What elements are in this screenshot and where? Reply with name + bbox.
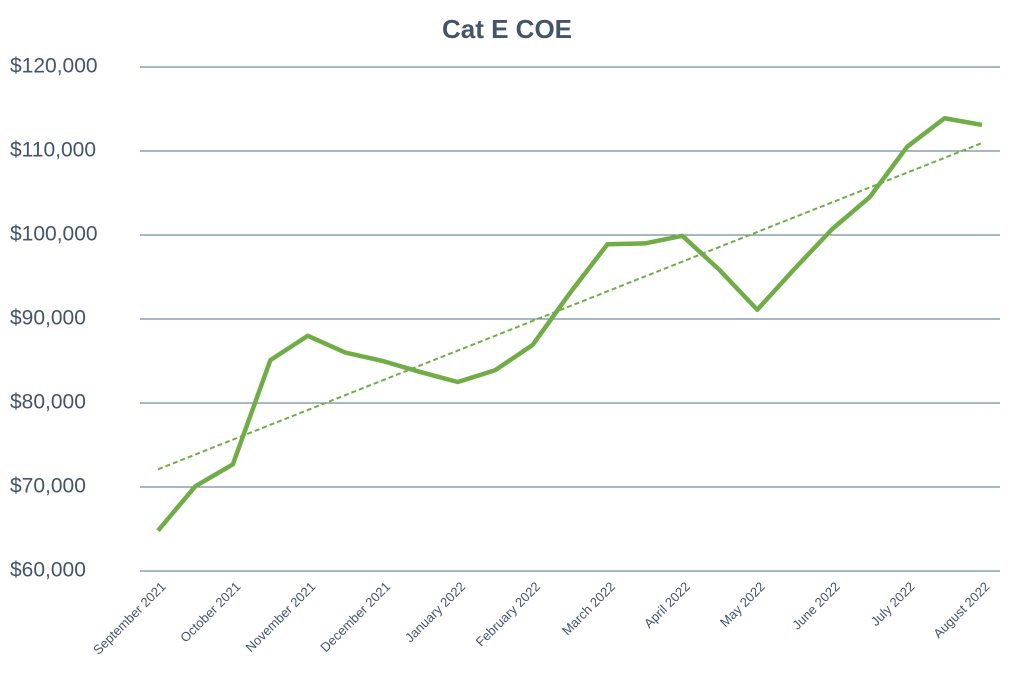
trendline [157,142,983,471]
y-tick-label: $60,000 [10,559,86,582]
x-tick-label: May 2022 [717,579,768,630]
x-tick-label: March 2022 [559,579,618,638]
x-tick-label: October 2021 [177,579,243,645]
x-tick-label: November 2021 [242,579,318,655]
y-tick-label: $90,000 [10,307,86,330]
x-tick-label: December 2021 [317,579,393,655]
x-tick-label: September 2021 [90,579,169,658]
y-tick-label: $110,000 [10,139,96,162]
x-tick-label: February 2022 [473,579,543,649]
x-tick-label: January 2022 [402,579,468,645]
chart-title: Cat E COE [442,14,572,44]
line-series [156,115,983,533]
x-tick-label: April 2022 [641,579,693,631]
x-tick-label: August 2022 [930,579,992,641]
y-tick-label: $80,000 [10,391,86,414]
y-tick-label: $70,000 [10,475,86,498]
x-tick-label: June 2022 [789,579,843,633]
x-tick-label: July 2022 [868,579,918,629]
y-tick-label: $120,000 [10,55,98,78]
y-tick-label: $100,000 [10,223,98,246]
